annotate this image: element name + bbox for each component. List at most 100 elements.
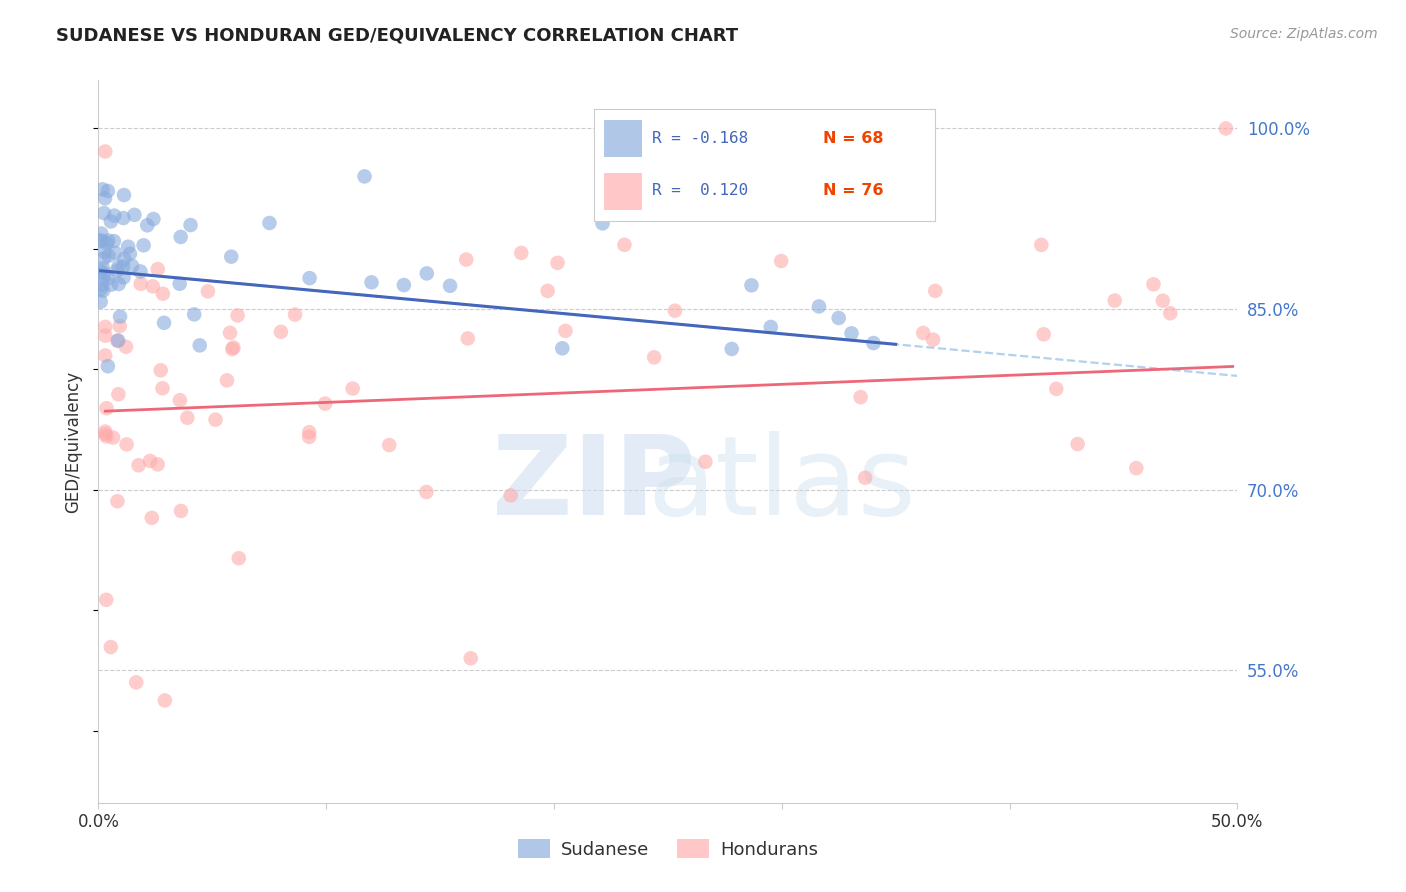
Point [284,308,307,322]
Point [1125,461,1147,475]
Point [96,236,118,251]
Point [100,277,122,292]
Point [219,250,242,264]
Point [554,324,576,338]
Point [146,262,169,277]
Point [353,169,375,184]
Point [183,307,205,321]
Point [107,334,129,348]
Point [695,455,717,469]
Point [298,425,321,440]
Point [97,271,120,285]
Point [360,276,382,290]
Point [720,342,742,356]
Point [1104,293,1126,308]
Point [105,263,128,277]
Point [115,437,138,451]
Point [770,254,793,268]
Point [537,284,560,298]
Point [139,454,162,468]
Point [197,285,219,299]
Point [93,244,115,259]
Point [105,334,128,348]
Point [862,336,884,351]
Point [141,511,163,525]
Point [1066,437,1088,451]
Point [146,458,169,472]
Point [613,237,636,252]
Point [107,277,129,291]
Point [153,693,176,707]
Point [416,267,439,281]
Point [188,338,211,352]
Point [457,331,479,345]
Text: ZIP: ZIP [492,432,696,539]
Point [121,259,143,273]
Point [97,359,120,374]
Point [103,234,125,248]
Point [91,182,114,196]
Point [460,651,482,665]
Point [392,278,415,293]
Point [415,485,437,500]
Point [111,260,134,274]
Legend: Sudanese, Hondurans: Sudanese, Hondurans [510,832,825,866]
Point [90,227,112,241]
Point [547,256,569,270]
Point [124,208,146,222]
Point [129,277,152,291]
Point [221,342,243,356]
Point [152,286,174,301]
Point [592,216,614,230]
Point [170,504,193,518]
Point [136,219,159,233]
Point [228,551,250,566]
Point [101,431,124,445]
Point [204,412,226,426]
Text: Source: ZipAtlas.com: Source: ZipAtlas.com [1230,27,1378,41]
Point [103,209,125,223]
Point [128,458,150,473]
Point [93,252,115,266]
Point [94,319,117,334]
Point [740,278,762,293]
Point [169,277,191,291]
Point [107,494,129,508]
Point [222,341,245,355]
Point [132,238,155,252]
Point [314,396,336,410]
Point [180,218,202,232]
Point [378,438,401,452]
Point [499,488,522,502]
Point [97,249,120,263]
Point [93,266,115,280]
Point [1045,382,1067,396]
Point [112,211,135,225]
Point [91,284,114,298]
Point [643,351,665,365]
Point [91,277,114,292]
Point [94,145,117,159]
Point [1152,293,1174,308]
Point [96,592,118,607]
Point [298,271,321,285]
Point [100,640,122,654]
Point [215,373,238,387]
Point [108,310,131,324]
Point [153,316,176,330]
Point [342,382,364,396]
Point [129,264,152,278]
Point [90,282,112,296]
Point [117,240,139,254]
Point [94,348,117,362]
Point [456,252,478,267]
Point [96,401,118,416]
Point [664,303,686,318]
Point [90,233,112,247]
Point [90,234,112,248]
Point [510,246,533,260]
Point [100,214,122,228]
Point [108,318,131,333]
Point [112,188,135,202]
Point [439,278,461,293]
